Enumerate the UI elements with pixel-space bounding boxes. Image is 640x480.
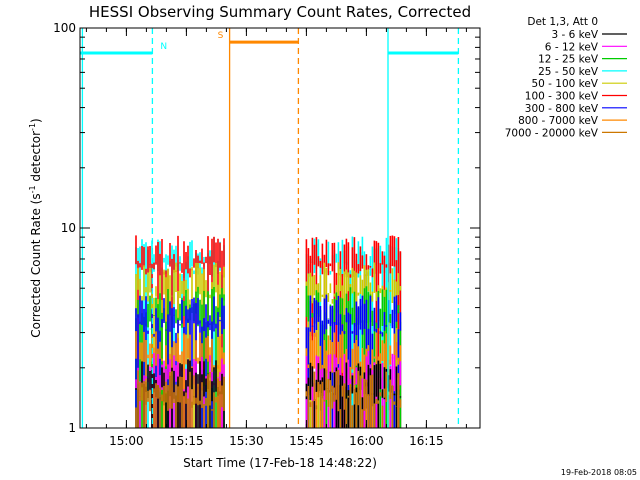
x-tick-label: 15:45 [289,434,324,448]
x-tick-label: 16:00 [349,434,384,448]
flag-label-1: S [218,31,224,41]
legend-label-5: 100 - 300 keV [525,91,599,103]
legend-label-8: 7000 - 20000 keV [505,127,599,139]
series-trace-8 [135,370,225,428]
flag-overlays: NS [80,28,460,428]
legend-label-7: 800 - 7000 keV [518,115,599,127]
legend-label-3: 25 - 50 keV [538,66,599,78]
x-tick-label: 15:15 [169,434,204,448]
x-axis-ticks: 15:00 15:15 15:30 15:45 16:00 16:15 [85,28,467,448]
legend-label-2: 12 - 25 keV [538,54,599,66]
footer-timestamp: 19-Feb-2018 08:05 [561,468,637,477]
y-axis-ticks: 1 10 100 [53,21,480,435]
x-tick-label: 15:00 [109,434,144,448]
x-tick-label: 16:15 [409,434,444,448]
x-axis-label: Start Time (17-Feb-18 14:48:22) [183,456,377,470]
legend-label-4: 50 - 100 keV [531,78,598,90]
y-axis-label: Corrected Count Rate (s-1 detector-1) [28,118,43,337]
y-tick-label: 10 [61,221,76,235]
flag-label-0: N [160,42,167,52]
x-tick-label: 15:30 [229,434,264,448]
plot-area [135,235,402,428]
legend-label-0: 3 - 6 keV [551,29,598,41]
legend-label-1: 6 - 12 keV [545,41,599,53]
chart-title: HESSI Observing Summary Count Rates, Cor… [89,3,471,21]
y-tick-label: 100 [53,21,76,35]
legend-title: Det 1,3, Att 0 [527,16,598,28]
legend-label-6: 300 - 800 keV [525,103,599,115]
y-tick-label: 1 [68,421,76,435]
series-trace-8 [305,369,402,428]
